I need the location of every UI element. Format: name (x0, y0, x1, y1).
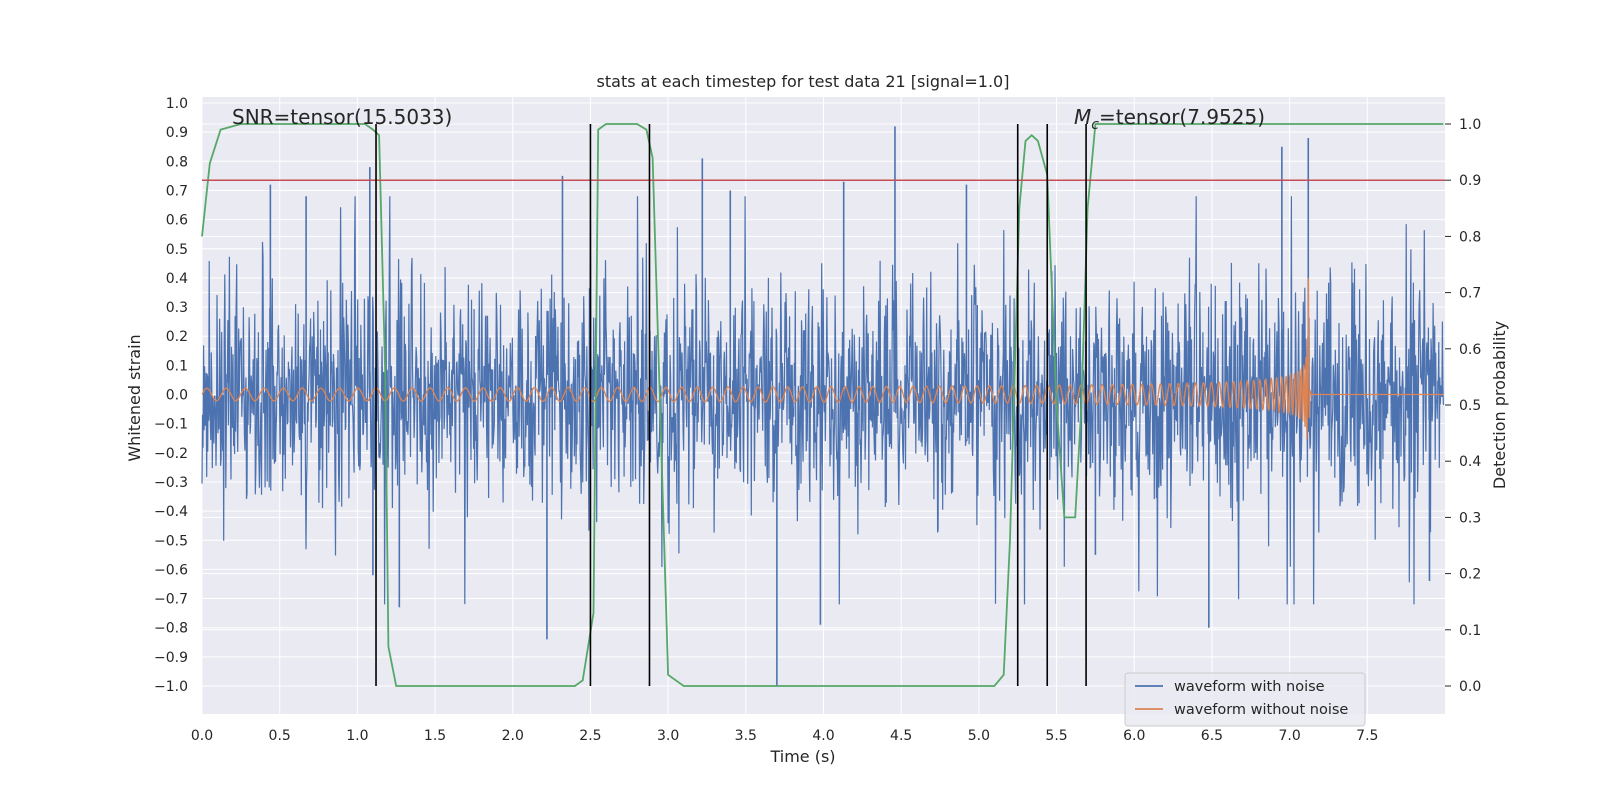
y2-tick-label: 0.6 (1459, 342, 1481, 358)
clean-trace (201, 277, 1444, 440)
y-tick-label: −0.9 (154, 650, 188, 666)
y-tick-label: −0.8 (154, 621, 188, 637)
y-tick-label: 0.0 (166, 388, 188, 404)
y-tick-label: 0.4 (166, 271, 188, 287)
x-tick-label: 4.5 (890, 728, 912, 744)
x-tick-label: 7.0 (1278, 728, 1300, 744)
y-tick-label: 0.5 (166, 242, 188, 258)
y-tick-label: −0.1 (154, 417, 188, 433)
y-tick-label: 0.1 (166, 358, 188, 374)
y2-tick-label: 1.0 (1459, 117, 1481, 133)
chirp-mass-annotation: Mc=tensor(7.9525) (1074, 105, 1265, 133)
y-tick-label: −0.2 (154, 446, 188, 462)
y2-tick-label: 0.5 (1459, 398, 1481, 414)
y2-tick-label: 0.7 (1459, 286, 1481, 302)
y-tick-label: 0.3 (166, 300, 188, 316)
y2-tick-label: 0.1 (1459, 623, 1481, 639)
detection-boundaries (375, 124, 1087, 686)
x-tick-label: 1.5 (424, 728, 446, 744)
x-tick-label: 7.5 (1356, 728, 1378, 744)
y-tick-label: −0.4 (154, 504, 188, 520)
x-tick-label: 5.5 (1045, 728, 1067, 744)
x-axis-ticks: 0.0 0.5 1.0 1.5 2.0 2.5 3.0 3.5 4.0 4.5 5.0 5.5 6.0 6… (191, 728, 1379, 744)
legend: waveform with noise waveform without noi… (1124, 672, 1366, 727)
legend-label-clean: waveform without noise (1174, 702, 1348, 718)
x-tick-label: 0.0 (191, 728, 213, 744)
chirp-mass-subscript: c (1091, 117, 1099, 133)
y-axis-label: Whitened strain (125, 334, 144, 461)
chart-title: stats at each timestep for test data 21 … (597, 72, 1010, 91)
y2-tick-label: 0.3 (1459, 510, 1481, 526)
y-tick-label: 0.7 (166, 183, 188, 199)
legend-box (1124, 672, 1366, 727)
y-tick-label: −0.6 (154, 562, 188, 578)
chirp-mass-symbol: M (1074, 105, 1091, 129)
y2-tick-label: 0.8 (1459, 229, 1481, 245)
y-tick-label: 0.6 (166, 213, 188, 229)
y2-tick-label: 0.0 (1459, 679, 1481, 695)
y2-tick-label: 0.4 (1459, 454, 1481, 470)
x-axis-label: Time (s) (769, 747, 835, 766)
x-tick-label: 1.0 (346, 728, 368, 744)
y-tick-label: 0.2 (166, 329, 188, 345)
x-tick-label: 0.5 (269, 728, 291, 744)
series-detection-probability (201, 123, 1444, 687)
x-tick-label: 4.0 (812, 728, 834, 744)
y-tick-label: −0.7 (154, 592, 188, 608)
chirp-mass-value: =tensor(7.9525) (1099, 105, 1265, 129)
x-tick-label: 2.5 (579, 728, 601, 744)
x-tick-label: 3.0 (657, 728, 679, 744)
x-tick-label: 6.0 (1123, 728, 1145, 744)
y2-axis-label: Detection probability (1490, 321, 1509, 489)
x-tick-label: 3.5 (735, 728, 757, 744)
y2-tick-label: 0.9 (1459, 173, 1481, 189)
y-axis-ticks: 1.0 0.9 0.8 0.7 0.6 0.5 0.4 0.3 0.2 0.1 0.0 −0.1 −0.… (154, 96, 188, 695)
series-waveform-without-noise (201, 277, 1444, 440)
y-tick-label: 0.9 (166, 125, 188, 141)
snr-annotation: SNR=tensor(15.5033) (232, 105, 452, 129)
y2-axis-ticks: 1.0 0.9 0.8 0.7 0.6 0.5 0.4 0.3 0.2 0.1 0.0 (1445, 117, 1481, 695)
noise-trace (201, 196, 1444, 605)
legend-label-noise: waveform with noise (1174, 679, 1325, 695)
y-tick-label: −0.5 (154, 533, 188, 549)
x-tick-label: 2.0 (502, 728, 524, 744)
series-waveform-with-noise (201, 126, 1444, 686)
y-tick-label: 0.8 (166, 154, 188, 170)
x-tick-label: 5.0 (968, 728, 990, 744)
y2-tick-label: 0.2 (1459, 567, 1481, 583)
probability-trace (201, 123, 1444, 687)
y-tick-label: 1.0 (166, 96, 188, 112)
y-tick-label: −1.0 (154, 679, 188, 695)
y-tick-label: −0.3 (154, 475, 188, 491)
x-tick-label: 6.5 (1201, 728, 1223, 744)
